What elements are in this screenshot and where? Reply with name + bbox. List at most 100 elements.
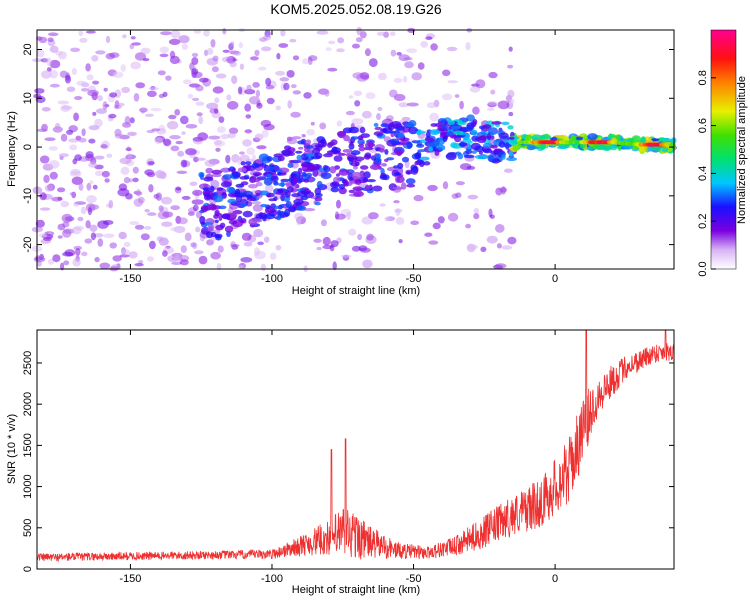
- heatmap-cell: [401, 156, 410, 163]
- heatmap-cell: [508, 111, 514, 117]
- heatmap-cell: [94, 170, 104, 176]
- heatmap-cell: [239, 176, 250, 180]
- heatmap-cell: [303, 208, 316, 212]
- heatmap-cell: [221, 56, 234, 63]
- colorbar-tick-label: 0.8: [697, 70, 709, 85]
- y-tick-label: 20: [22, 43, 34, 55]
- heatmap-cell: [352, 166, 359, 170]
- heatmap-cell: [39, 155, 50, 164]
- heatmap-cell: [531, 134, 543, 141]
- heatmap-cell: [651, 145, 657, 151]
- heatmap-cell: [575, 136, 584, 141]
- heatmap-cell: [196, 112, 203, 117]
- heatmap-cell: [357, 138, 365, 145]
- heatmap-cell: [445, 131, 455, 136]
- heatmap-cell: [154, 137, 163, 145]
- heatmap-cell: [198, 116, 204, 125]
- heatmap-cell: [428, 142, 439, 147]
- heatmap-cell: [486, 235, 498, 244]
- heatmap-cell: [229, 60, 237, 68]
- heatmap-cell: [140, 233, 150, 241]
- snr-series-line: [36, 329, 675, 563]
- heatmap-cell: [455, 181, 465, 186]
- heatmap-cell: [404, 61, 414, 69]
- heatmap-cell: [351, 118, 364, 125]
- heatmap-cell: [147, 90, 157, 98]
- heatmap-cell: [390, 49, 397, 57]
- heatmap-cell: [173, 255, 181, 263]
- heatmap-cell: [471, 150, 477, 154]
- heatmap-cell: [389, 89, 398, 98]
- heatmap-cell: [187, 93, 194, 99]
- heatmap-cell: [398, 239, 403, 244]
- heatmap-cell: [459, 100, 464, 110]
- heatmap-cell: [180, 159, 188, 168]
- heatmap-cell: [192, 204, 199, 211]
- y-tick-label: 2500: [22, 351, 34, 375]
- heatmap-cell: [417, 158, 422, 163]
- heatmap-cell: [182, 79, 192, 85]
- heatmap-cell: [230, 244, 240, 247]
- heatmap-cell: [181, 43, 188, 50]
- heatmap-cell: [84, 238, 93, 244]
- heatmap-cell: [398, 102, 409, 108]
- heatmap-cell: [78, 183, 84, 191]
- heatmap-cell: [366, 179, 376, 183]
- heatmap-cell: [446, 46, 458, 52]
- heatmap-cell: [298, 146, 304, 150]
- heatmap-cell: [227, 198, 237, 204]
- heatmap-cell: [466, 144, 472, 150]
- heatmap-cell: [261, 163, 267, 168]
- heatmap-cell: [168, 114, 177, 120]
- heatmap-cell: [178, 35, 190, 44]
- heatmap-cell: [179, 152, 185, 157]
- heatmap-cell: [71, 68, 77, 75]
- x-tick-label: 0: [552, 273, 558, 285]
- heatmap-cell: [366, 233, 374, 241]
- heatmap-cell: [120, 166, 130, 175]
- heatmap-cell: [170, 29, 181, 39]
- heatmap-cell: [352, 43, 360, 49]
- heatmap-cell: [437, 216, 445, 224]
- heatmap-cell: [342, 149, 353, 153]
- heatmap-cell: [501, 186, 506, 195]
- heatmap-cell: [228, 220, 238, 225]
- heatmap-cell: [87, 207, 92, 216]
- heatmap-cell: [63, 260, 70, 266]
- heatmap-cell: [240, 161, 246, 166]
- heatmap-cell: [36, 128, 48, 132]
- heatmap-cell: [166, 120, 179, 130]
- heatmap-cell: [266, 97, 275, 105]
- heatmap-cell: [57, 223, 66, 231]
- heatmap-cell: [158, 205, 164, 212]
- heatmap-cell: [327, 67, 338, 72]
- heatmap-cell: [75, 247, 81, 256]
- heatmap-cell: [239, 203, 248, 207]
- heatmap-cell: [556, 145, 568, 150]
- heatmap-cell: [195, 157, 206, 161]
- heatmap-cell: [227, 100, 239, 110]
- heatmap-cell: [345, 110, 355, 116]
- heatmap-cell: [94, 118, 103, 128]
- heatmap-cell: [213, 108, 219, 114]
- heatmap-cell: [130, 61, 142, 70]
- heatmap-cell: [647, 145, 653, 152]
- heatmap-cell: [416, 143, 425, 148]
- heatmap-cell: [346, 211, 351, 220]
- heatmap-cell: [160, 196, 173, 205]
- heatmap-cell: [100, 144, 108, 149]
- heatmap-cell: [501, 121, 510, 126]
- heatmap-cell: [419, 139, 427, 144]
- heatmap-cell: [360, 165, 369, 170]
- heatmap-cell: [190, 242, 197, 248]
- heatmap-cell: [143, 226, 152, 230]
- heatmap-cell: [368, 58, 378, 68]
- heatmap-cell: [310, 121, 315, 126]
- heatmap-cell: [364, 152, 372, 159]
- heatmap-cell: [89, 224, 98, 232]
- heatmap-cell: [303, 92, 312, 99]
- heatmap-cell: [540, 134, 551, 140]
- heatmap-cell: [93, 233, 104, 238]
- heatmap-cell: [381, 163, 387, 167]
- heatmap-cell: [445, 152, 457, 161]
